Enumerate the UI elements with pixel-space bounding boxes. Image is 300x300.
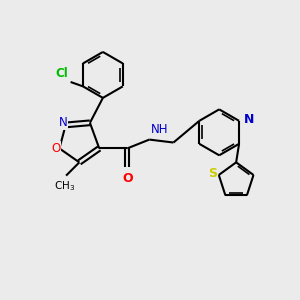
Text: Cl: Cl <box>56 67 68 80</box>
Text: N: N <box>59 116 68 129</box>
Text: N: N <box>244 113 254 126</box>
Text: NH: NH <box>151 123 168 136</box>
Text: CH$_3$: CH$_3$ <box>54 179 75 193</box>
Text: S: S <box>208 167 217 180</box>
Text: O: O <box>122 172 133 185</box>
Text: O: O <box>51 142 61 155</box>
